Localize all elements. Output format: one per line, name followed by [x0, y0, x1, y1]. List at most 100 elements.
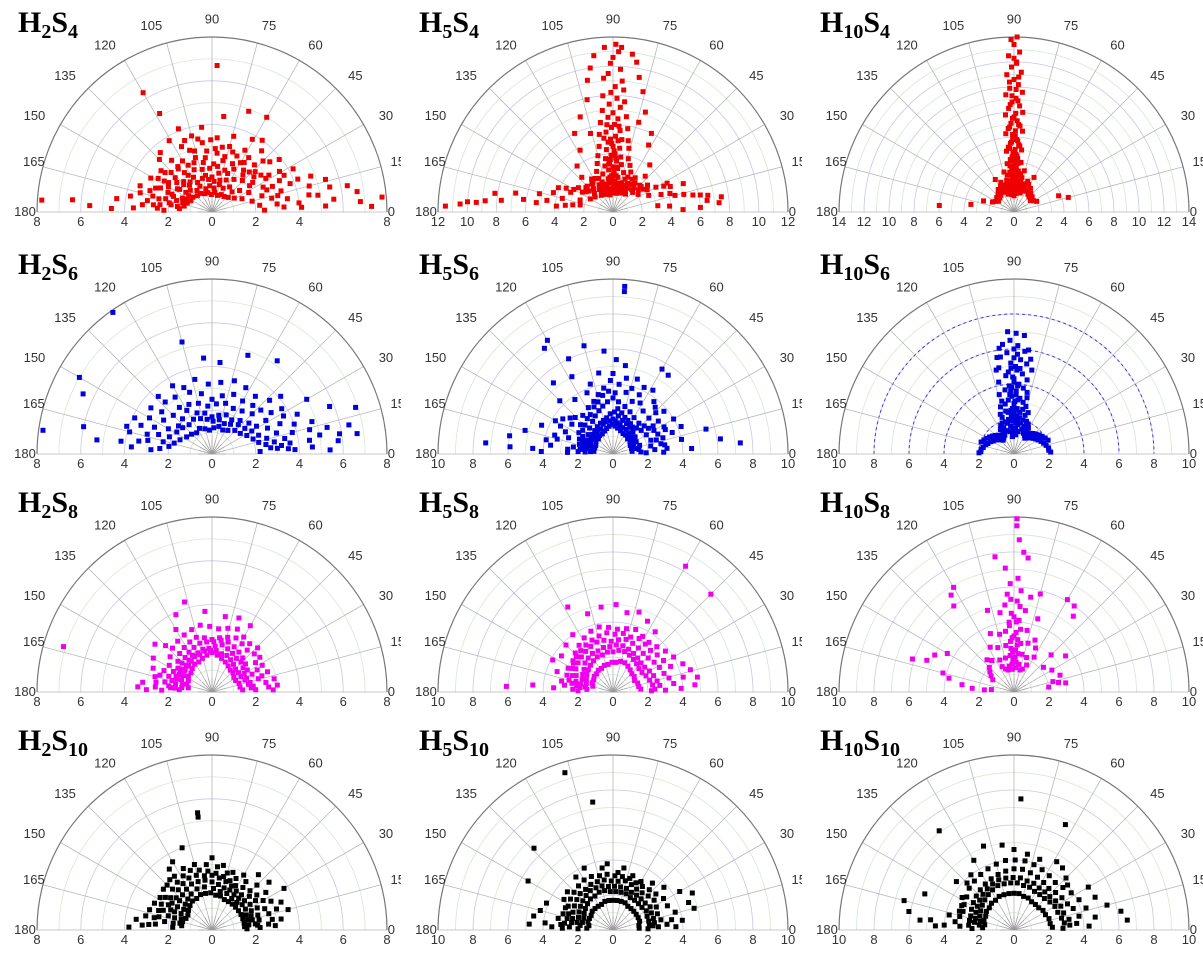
- data-point: [1004, 591, 1010, 597]
- data-point: [997, 354, 1003, 360]
- data-point: [239, 178, 245, 183]
- data-point: [989, 658, 995, 663]
- angle-tick-label: 135: [856, 310, 878, 325]
- data-point: [536, 191, 542, 197]
- data-point: [195, 814, 201, 820]
- angle-tick-label: 165: [424, 872, 446, 887]
- angle-tick-label: 30: [780, 588, 794, 603]
- angle-tick-label: 180: [14, 684, 36, 699]
- center-fan: [1013, 441, 1022, 455]
- angle-tick-label: 120: [94, 517, 116, 532]
- data-point: [669, 430, 675, 435]
- data-point: [147, 907, 153, 913]
- panel-H10S4: 0153045607590105120135150165180141210864…: [802, 0, 1203, 239]
- data-point: [641, 423, 647, 429]
- grid-spoke: [862, 842, 1015, 931]
- data-point: [233, 666, 239, 672]
- center-fan: [208, 678, 213, 693]
- angle-tick-label: 75: [262, 498, 276, 513]
- data-point: [632, 897, 638, 903]
- data-point: [625, 417, 631, 423]
- grid-spoke: [926, 540, 1015, 693]
- data-point: [634, 886, 640, 892]
- angle-tick-label: 150: [24, 350, 46, 365]
- data-point: [585, 655, 591, 661]
- data-point: [639, 890, 645, 896]
- data-point: [241, 634, 247, 640]
- data-point: [137, 190, 143, 196]
- data-point: [1026, 347, 1032, 353]
- grid-spoke: [211, 760, 258, 931]
- angle-tick-label: 30: [1181, 826, 1195, 841]
- data-point: [623, 891, 629, 897]
- data-point: [211, 161, 217, 167]
- data-point: [981, 687, 987, 693]
- data-point: [594, 879, 600, 885]
- polar-plot: 015304560759010512013515016518086420248: [14, 12, 401, 230]
- grid-spoke: [844, 408, 1015, 455]
- data-point: [254, 905, 260, 911]
- center-fan: [612, 926, 627, 931]
- angle-tick-label: 15: [792, 396, 802, 411]
- data-point: [621, 865, 627, 871]
- data-point: [252, 169, 258, 175]
- data-point: [622, 404, 628, 409]
- data-point: [1010, 434, 1015, 440]
- data-point: [236, 895, 242, 901]
- data-point: [558, 653, 564, 659]
- data-point: [562, 920, 567, 926]
- data-point: [1018, 626, 1024, 632]
- data-point: [153, 185, 159, 191]
- data-point: [1029, 899, 1035, 905]
- data-point: [990, 433, 996, 439]
- data-point: [186, 401, 192, 407]
- data-point: [596, 889, 602, 895]
- data-point: [268, 410, 274, 416]
- data-point: [987, 644, 993, 650]
- data-point: [174, 180, 180, 185]
- radial-tick-label: 6: [1115, 932, 1122, 947]
- angle-tick-label: 105: [541, 736, 563, 751]
- center-fan: [198, 926, 213, 931]
- data-point: [1031, 654, 1037, 660]
- data-point: [1031, 862, 1037, 868]
- data-point: [661, 408, 667, 414]
- data-point: [231, 892, 237, 898]
- data-point: [583, 642, 589, 648]
- data-point: [1006, 416, 1011, 422]
- data-point: [591, 404, 597, 410]
- data-point: [174, 204, 180, 209]
- polar-plot: 0153045607590105120135150165180864202468: [14, 254, 401, 472]
- angle-tick-label: 0: [789, 204, 796, 219]
- data-point: [588, 643, 594, 649]
- data-point: [180, 881, 186, 887]
- data-point: [998, 192, 1004, 198]
- radial-tick-label: 4: [1060, 214, 1067, 229]
- data-point: [185, 912, 191, 918]
- data-point: [165, 913, 171, 919]
- data-point: [630, 437, 636, 443]
- data-point: [327, 447, 333, 453]
- data-point: [998, 184, 1003, 190]
- data-point: [224, 653, 230, 658]
- data-point: [1021, 893, 1027, 899]
- data-point: [1002, 602, 1008, 608]
- angle-tick-label: 75: [1064, 736, 1078, 751]
- data-point: [180, 416, 185, 422]
- angle-tick-label: 165: [424, 154, 446, 169]
- data-point: [574, 654, 579, 660]
- data-point: [587, 449, 593, 455]
- data-point: [636, 392, 642, 398]
- data-point: [148, 175, 154, 181]
- radial-tick-label: 6: [504, 694, 511, 709]
- data-point: [562, 770, 568, 776]
- outer-arc: [838, 754, 1190, 931]
- data-point: [170, 645, 175, 651]
- data-point: [638, 879, 644, 884]
- data-point: [631, 442, 637, 448]
- data-point: [177, 898, 182, 904]
- data-point: [619, 137, 625, 143]
- radial-tick-label: 6: [77, 456, 84, 471]
- data-point: [613, 642, 619, 648]
- radial-tick-label: 8: [469, 932, 476, 947]
